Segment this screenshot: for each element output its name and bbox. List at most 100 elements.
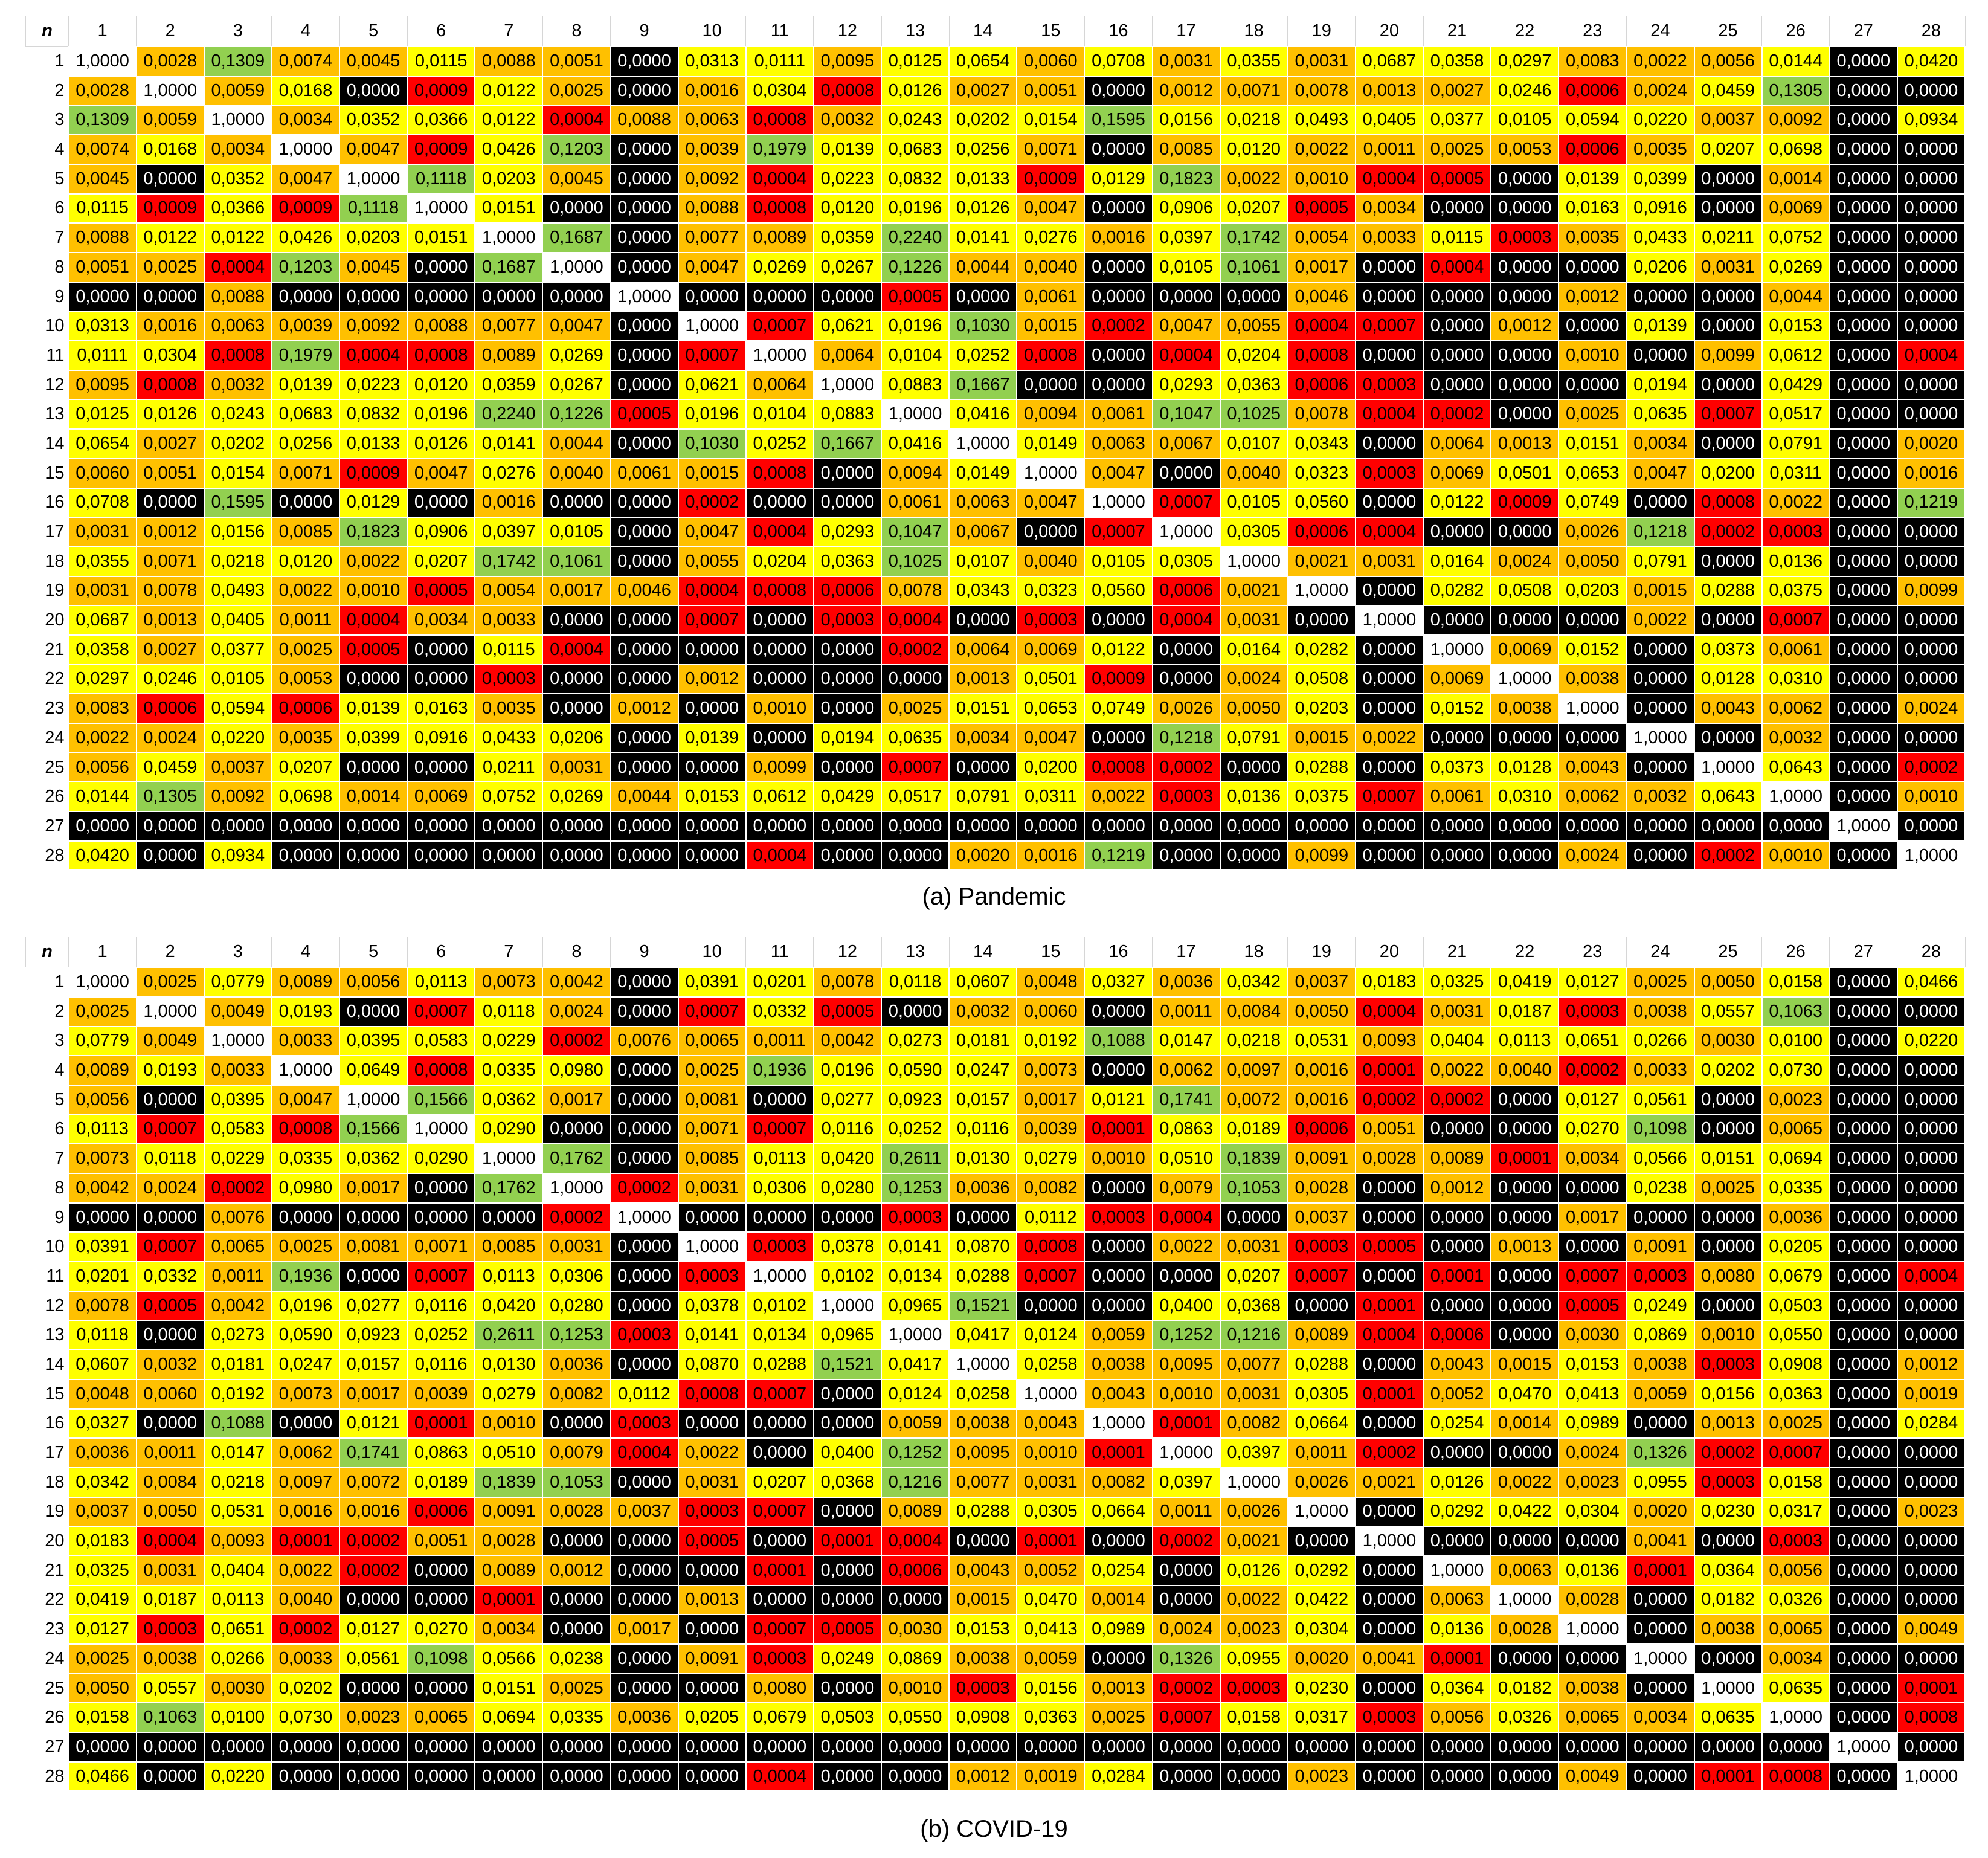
heatmap-cell: 0,0003 [745, 1643, 814, 1674]
heatmap-cell: 0,0342 [68, 1466, 137, 1498]
heatmap-cell: 0,0583 [203, 1114, 272, 1145]
heatmap-cell: 1,0000 [271, 134, 341, 165]
column-header-13: 13 [881, 936, 950, 968]
heatmap-cell: 0,0000 [1829, 966, 1898, 998]
heatmap-cell: 0,0139 [1558, 163, 1627, 195]
heatmap-cell: 0,0000 [1626, 811, 1695, 842]
heatmap-cell: 0,0352 [338, 105, 408, 136]
heatmap-cell: 0,0326 [1490, 1702, 1560, 1734]
heatmap-cell: 0,0000 [948, 605, 1018, 636]
heatmap-cell: 0,0001 [1490, 1143, 1560, 1174]
heatmap-cell: 0,0000 [1084, 1231, 1153, 1263]
heatmap-cell: 0,0102 [812, 1261, 883, 1292]
heatmap-cell: 0,0258 [948, 1378, 1018, 1410]
heatmap-cell: 0,0122 [1084, 634, 1153, 665]
heatmap-cell: 0,0266 [1626, 1025, 1695, 1057]
heatmap-cell: 0,0014 [1084, 1584, 1153, 1616]
heatmap-cell: 0,0000 [542, 193, 611, 224]
heatmap-cell: 0,0000 [1896, 634, 1966, 665]
heatmap-cell: 0,0040 [542, 457, 611, 489]
heatmap-cell: 0,1252 [880, 1437, 950, 1468]
heatmap-cell: 0,0000 [1084, 996, 1153, 1027]
heatmap-cell: 0,0000 [1829, 1261, 1898, 1292]
heatmap-cell: 0,0000 [1490, 369, 1560, 401]
heatmap-cell: 0,0007 [135, 1114, 205, 1145]
table-row: 27 0,0000 0,0000 0,0000 0,0000 0,0000 0,0000 0,… [25, 1732, 1966, 1763]
heatmap-cell: 0,0284 [1896, 1408, 1966, 1439]
heatmap-cell: 0,0006 [1558, 134, 1627, 165]
heatmap-cell: 0,0000 [338, 1261, 408, 1292]
heatmap-cell: 0,0009 [271, 193, 341, 224]
heatmap-cell: 0,0113 [745, 1143, 814, 1174]
heatmap-cell: 0,0009 [1084, 663, 1153, 695]
row-header-9: 9 [25, 1202, 69, 1233]
heatmap-cell: 0,0000 [1693, 546, 1763, 577]
heatmap-cell: 0,1252 [1151, 1320, 1221, 1351]
column-header-2: 2 [136, 15, 205, 47]
heatmap-cell: 0,0043 [948, 1555, 1018, 1586]
heatmap-cell: 0,0008 [745, 105, 814, 136]
row-header-10: 10 [25, 1232, 69, 1262]
heatmap-cell: 0,0635 [1693, 1702, 1763, 1734]
table-row: 4 0,0074 0,0168 0,0034 1,0000 0,0047 0,0009 0,0… [25, 134, 1966, 165]
heatmap-cell: 0,0193 [135, 1055, 205, 1086]
heatmap-cell: 0,0015 [948, 1584, 1018, 1616]
heatmap-cell: 0,0000 [1896, 1584, 1966, 1616]
heatmap-cell: 0,0643 [1761, 752, 1830, 783]
heatmap-cell: 0,0000 [407, 281, 476, 312]
heatmap-cell: 0,0404 [203, 1555, 272, 1586]
heatmap-cell: 0,0158 [1761, 966, 1830, 998]
heatmap-cell: 0,0147 [203, 1437, 272, 1468]
row-header-27: 27 [25, 1732, 69, 1762]
heatmap-cell: 0,0030 [880, 1614, 950, 1645]
heatmap-cell: 0,0429 [1761, 369, 1830, 401]
heatmap-cell: 0,0051 [542, 45, 611, 77]
heatmap-cell: 0,0000 [135, 281, 205, 312]
heatmap-cell: 0,0022 [1219, 163, 1288, 195]
heatmap-cell: 0,0016 [1016, 840, 1086, 871]
heatmap-cell: 0,0000 [745, 487, 814, 518]
heatmap-cell: 0,0000 [1354, 1673, 1424, 1704]
heatmap-cell: 0,0000 [407, 1673, 476, 1704]
table-row: 9 0,0000 0,0000 0,0088 0,0000 0,0000 0,0000 0,0… [25, 281, 1966, 312]
heatmap-cell: 0,0000 [407, 1761, 476, 1792]
heatmap-cell: 0,0366 [203, 193, 272, 224]
column-header-20: 20 [1355, 15, 1424, 47]
heatmap-cell: 0,0980 [271, 1173, 341, 1204]
heatmap-cell: 0,0065 [677, 1025, 747, 1057]
row-header-23: 23 [25, 1614, 69, 1644]
heatmap-cell: 0,0013 [1693, 1408, 1763, 1439]
table-row: 21 0,0325 0,0031 0,0404 0,0022 0,0002 0,0000 0,… [25, 1555, 1966, 1586]
heatmap-cell: 0,0000 [1829, 105, 1898, 136]
heatmap-cell: 0,0004 [745, 517, 814, 547]
heatmap-cell: 0,0025 [542, 75, 611, 106]
heatmap-cell: 0,0008 [1287, 340, 1356, 371]
heatmap-cell: 0,0000 [1896, 1202, 1966, 1233]
heatmap-cell: 0,0016 [271, 1496, 341, 1527]
heatmap-cell: 0,0003 [677, 1496, 747, 1527]
heatmap-cell: 0,0000 [610, 996, 679, 1027]
heatmap-cell: 0,0238 [1626, 1173, 1695, 1204]
heatmap-cell: 0,0000 [474, 281, 544, 312]
heatmap-cell: 0,0252 [948, 340, 1018, 371]
heatmap-cell: 0,0000 [1626, 693, 1695, 724]
heatmap-cell: 0,0000 [610, 1466, 679, 1498]
heatmap-cell: 0,0433 [474, 723, 544, 753]
heatmap-cell: 0,1253 [542, 1320, 611, 1351]
heatmap-cell: 0,0000 [1354, 281, 1424, 312]
heatmap-cell: 0,0139 [271, 369, 341, 401]
heatmap-cell: 0,0000 [1829, 340, 1898, 371]
heatmap-cell: 0,0008 [1693, 487, 1763, 518]
heatmap-cell: 0,0001 [474, 1584, 544, 1616]
heatmap-cell: 0,0791 [948, 781, 1018, 813]
heatmap-cell: 0,0517 [1761, 399, 1830, 430]
heatmap-cell: 0,0122 [203, 222, 272, 253]
heatmap-cell: 0,0000 [271, 487, 341, 518]
heatmap-cell: 0,0510 [1151, 1143, 1221, 1174]
row-header-27: 27 [25, 811, 69, 841]
heatmap-cell: 0,0082 [542, 1378, 611, 1410]
table-row: 1 1,0000 0,0028 0,1309 0,0074 0,0045 0,0115 0,0… [25, 45, 1966, 77]
heatmap-cell: 0,0105 [1490, 105, 1560, 136]
heatmap-cell: 0,0000 [1084, 811, 1153, 842]
heatmap-cell: 0,0158 [1761, 1466, 1830, 1498]
